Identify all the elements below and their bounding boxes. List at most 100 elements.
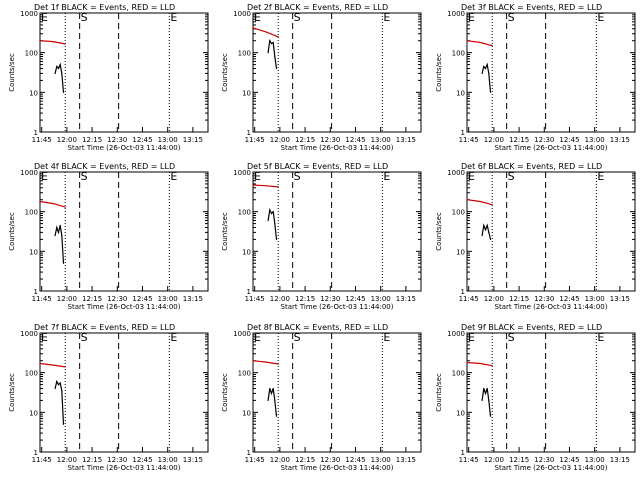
x-tick-label: 12:45: [345, 136, 365, 144]
x-tick-label: 12:00: [270, 456, 290, 464]
series-events-point: [483, 224, 485, 227]
x-axis-label: Start Time (26-Oct-03 11:44:00): [495, 303, 608, 311]
x-tick-label: 12:15: [295, 136, 315, 144]
y-tick-label: 1: [34, 449, 38, 457]
series-events-point: [54, 387, 56, 390]
series-events-point: [61, 390, 63, 392]
x-tick-label: 13:15: [610, 295, 630, 303]
axes-frame: [252, 171, 422, 292]
series-events-point: [481, 234, 483, 237]
series-events-point: [56, 226, 58, 229]
series-events-point: [267, 399, 269, 401]
x-tick-label: 12:45: [132, 136, 152, 144]
x-tick-label: 13:00: [585, 456, 605, 464]
x-tick-label: 11:45: [245, 136, 265, 144]
x-tick-label: 12:30: [320, 136, 340, 144]
series-events-point: [267, 52, 269, 54]
y-tick-label: 1: [461, 288, 465, 296]
series-lld-point: [64, 43, 66, 45]
marker-label-s: S: [81, 11, 88, 24]
y-tick-label: 1000: [20, 10, 38, 18]
marker-label-s: S: [508, 331, 515, 344]
series-lld-point: [252, 27, 254, 29]
series-lld-point: [265, 361, 268, 363]
series-events-point: [59, 382, 61, 384]
y-axis-label: Counts/sec: [435, 212, 443, 251]
series-events: [54, 225, 65, 264]
series-events-point: [272, 41, 274, 44]
marker-label-s: S: [294, 170, 301, 183]
series-events-point: [272, 211, 274, 213]
y-tick-label: 100: [25, 370, 38, 378]
x-tick-label: 12:30: [320, 456, 340, 464]
marker-label-e: E: [383, 11, 390, 24]
x-tick-label: 12:15: [295, 295, 315, 303]
x-axis-label: Start Time (26-Oct-03 11:44:00): [281, 464, 394, 472]
panel-title: Det 4f BLACK = Events, RED = LLD: [34, 162, 175, 171]
x-tick-label: 13:15: [183, 136, 203, 144]
series-events-point: [481, 399, 483, 401]
series-events-point: [486, 224, 488, 227]
x-tick-label: 13:00: [371, 136, 391, 144]
series-lld-point: [252, 360, 254, 362]
x-axis-label: Start Time (26-Oct-03 11:44:00): [495, 144, 608, 152]
y-axis-label: Counts/sec: [221, 212, 229, 251]
series-events-point: [484, 392, 487, 395]
series-lld-point: [39, 200, 41, 203]
series-lld-point: [491, 204, 493, 206]
y-tick-label: 10: [456, 248, 465, 256]
x-tick-label: 11:45: [459, 295, 479, 303]
marker-label-e: E: [597, 331, 604, 344]
series-lld-point: [479, 41, 482, 44]
series-events-point: [57, 384, 60, 386]
marker-label-e: E: [383, 331, 390, 344]
x-tick-label: 13:00: [585, 136, 605, 144]
panel-title: Det 6f BLACK = Events, RED = LLD: [461, 162, 602, 171]
marker-label-s: S: [508, 170, 515, 183]
y-tick-label: 1000: [447, 10, 465, 18]
marker-label-e: E: [254, 170, 261, 183]
series-events-point: [274, 55, 276, 58]
panel-title: Det 7f BLACK = Events, RED = LLD: [34, 323, 175, 332]
series-lld: [252, 27, 279, 38]
x-tick-label: 13:15: [183, 456, 203, 464]
x-tick-label: 12:00: [57, 295, 77, 303]
y-tick-label: 1000: [233, 10, 251, 18]
series-events-point: [486, 387, 488, 390]
y-tick-label: 10: [242, 89, 251, 97]
series-events-point: [481, 72, 483, 75]
y-tick-label: 1000: [447, 330, 465, 338]
series-lld: [39, 40, 66, 45]
series-lld-point: [265, 185, 268, 187]
x-tick-label: 12:00: [484, 136, 504, 144]
series-events-point: [56, 65, 58, 68]
series-lld-point: [466, 40, 468, 42]
y-axis-label: Counts/sec: [221, 373, 229, 412]
x-axis-label: Start Time (26-Oct-03 11:44:00): [68, 303, 181, 311]
series-events-point: [59, 224, 61, 227]
series-events-point: [484, 229, 487, 231]
series-lld-point: [491, 45, 493, 47]
series-events-point: [488, 399, 490, 401]
series-events: [54, 379, 65, 425]
series-events-point: [484, 67, 487, 70]
x-tick-label: 11:45: [245, 456, 265, 464]
marker-label-e: E: [170, 170, 177, 183]
series-lld: [466, 199, 493, 206]
series-events-point: [270, 392, 273, 395]
x-tick-label: 12:30: [107, 295, 127, 303]
x-tick-label: 12:45: [345, 456, 365, 464]
series-lld-point: [466, 361, 468, 364]
series-lld-point: [39, 362, 41, 365]
x-axis-label: Start Time (26-Oct-03 11:44:00): [281, 144, 394, 152]
y-tick-label: 10: [29, 409, 38, 417]
series-lld-point: [277, 363, 279, 365]
y-tick-label: 1: [34, 288, 38, 296]
marker-label-e: E: [41, 11, 48, 24]
x-tick-label: 12:30: [534, 456, 554, 464]
